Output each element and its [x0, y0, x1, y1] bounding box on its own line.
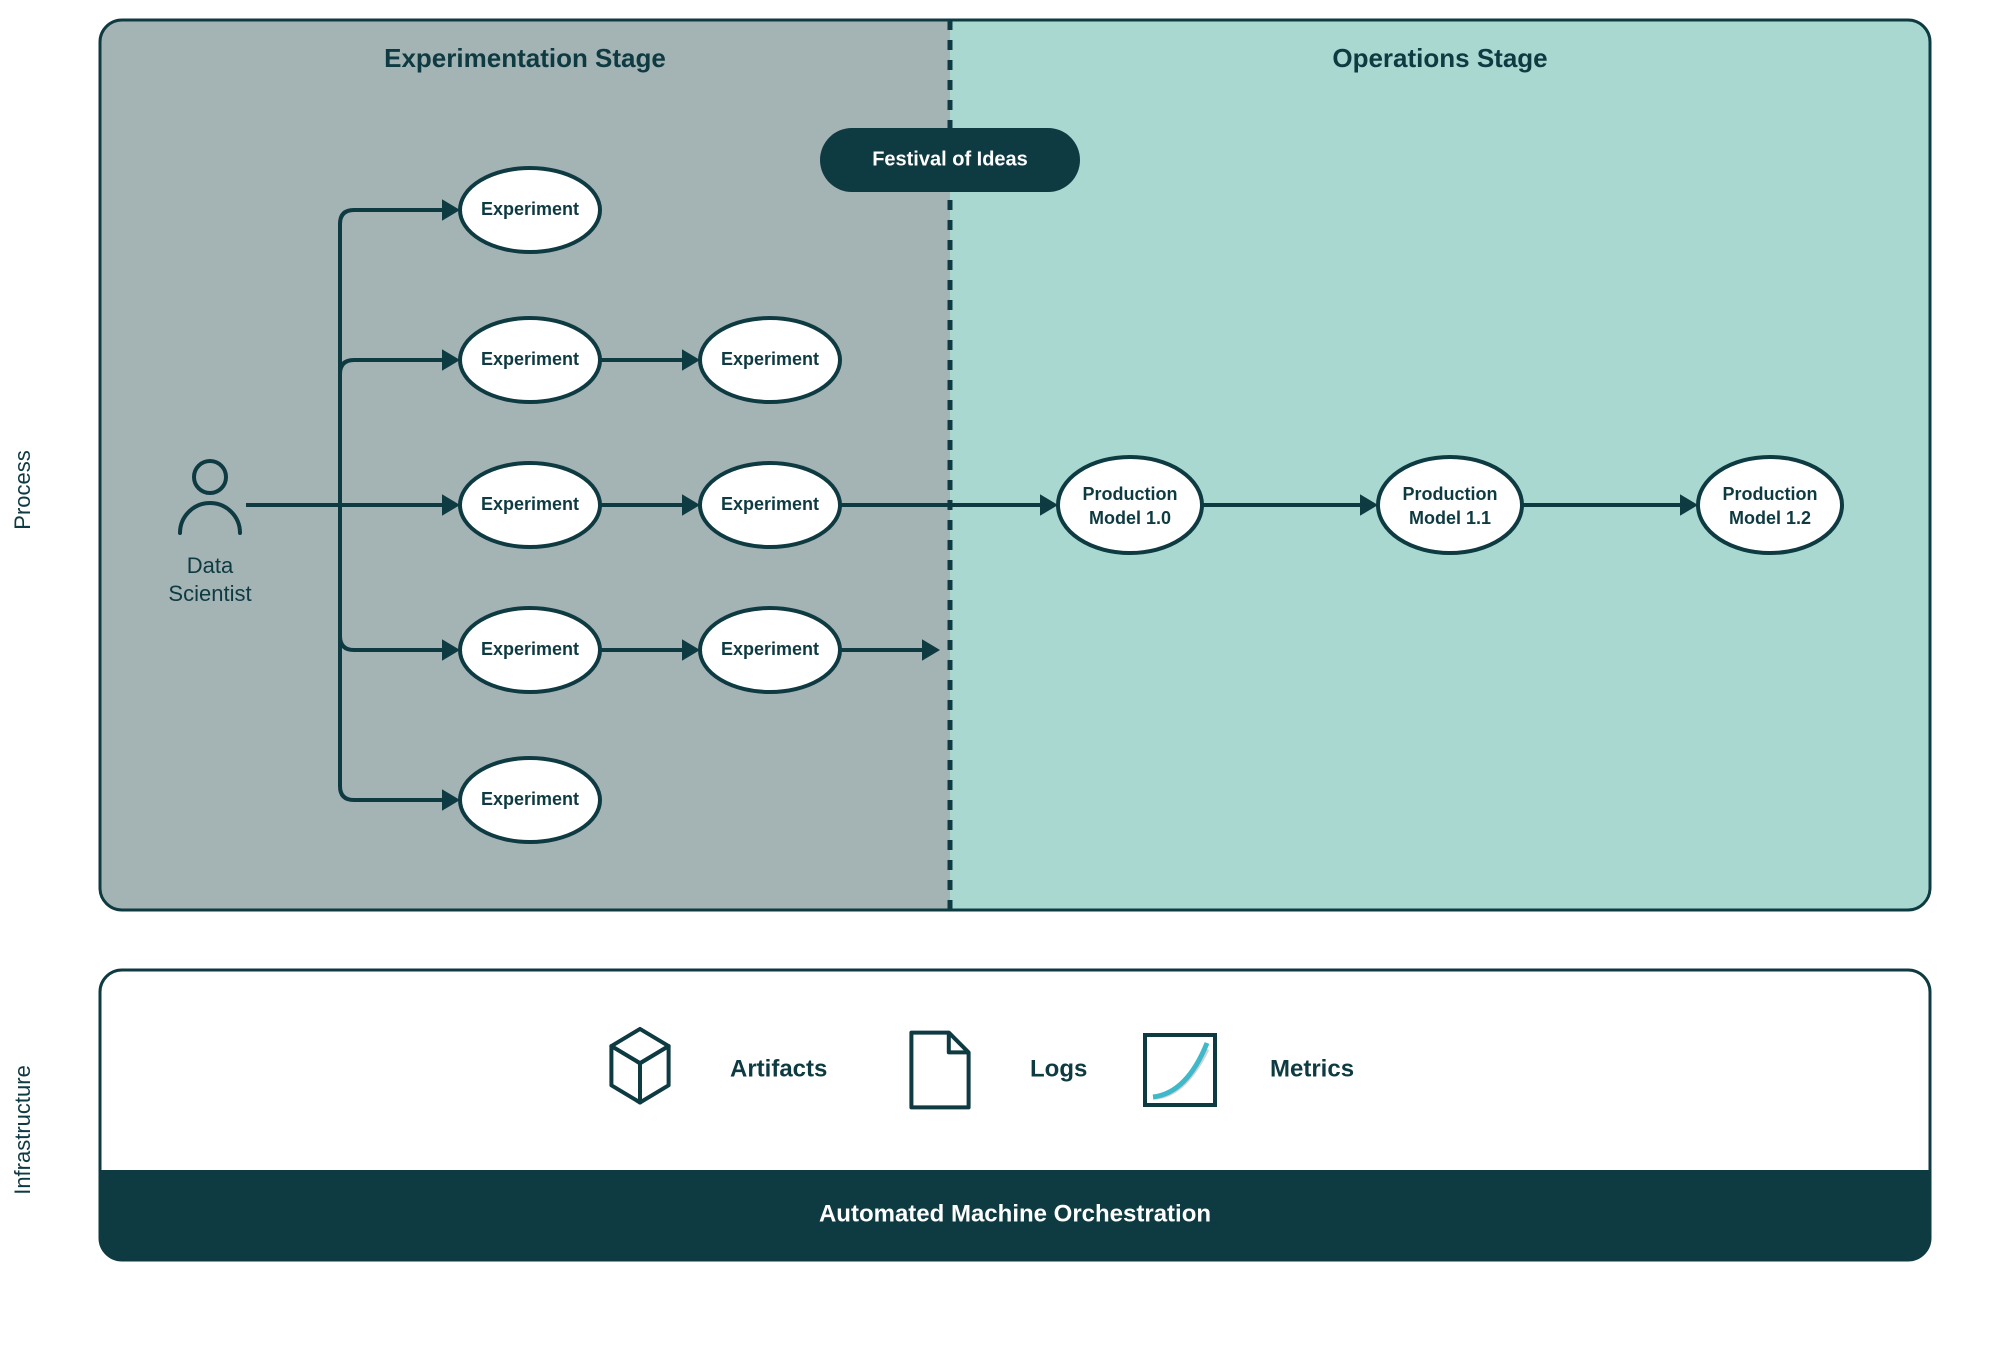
node-p2	[1378, 457, 1522, 553]
node-e4b-label: Experiment	[721, 639, 819, 659]
operations-stage-title: Operations Stage	[1332, 43, 1547, 73]
data-scientist-label-2: Scientist	[168, 581, 251, 606]
node-p2-label-1: Production	[1403, 484, 1498, 504]
diagram-svg: Experimentation Stage Operations Stage Fes…	[0, 0, 1999, 1346]
node-e4-label: Experiment	[481, 639, 579, 659]
infra-item-metrics-label: Metrics	[1270, 1055, 1354, 1082]
node-p3	[1698, 457, 1842, 553]
node-e2b-label: Experiment	[721, 349, 819, 369]
node-p3-label-1: Production	[1723, 484, 1818, 504]
node-e3-label: Experiment	[481, 494, 579, 514]
side-label-infrastructure: Infrastructure	[10, 1065, 35, 1195]
festival-pill-label: Festival of Ideas	[872, 148, 1028, 170]
infra-item-cube-label: Artifacts	[730, 1055, 827, 1082]
infra-item-doc-label: Logs	[1030, 1055, 1087, 1082]
node-e1-label: Experiment	[481, 199, 579, 219]
node-p1-label-1: Production	[1083, 484, 1178, 504]
node-p1	[1058, 457, 1202, 553]
node-e3b-label: Experiment	[721, 494, 819, 514]
node-p3-label-2: Model 1.2	[1729, 508, 1811, 528]
experimentation-stage-title: Experimentation Stage	[384, 43, 666, 73]
node-p2-label-2: Model 1.1	[1409, 508, 1491, 528]
data-scientist-label-1: Data	[187, 553, 234, 578]
side-label-process: Process	[10, 450, 35, 529]
orchestration-label: Automated Machine Orchestration	[819, 1200, 1211, 1227]
node-p1-label-2: Model 1.0	[1089, 508, 1171, 528]
node-e5-label: Experiment	[481, 789, 579, 809]
diagram-canvas: Experimentation Stage Operations Stage Fes…	[0, 0, 1999, 1346]
node-e2-label: Experiment	[481, 349, 579, 369]
